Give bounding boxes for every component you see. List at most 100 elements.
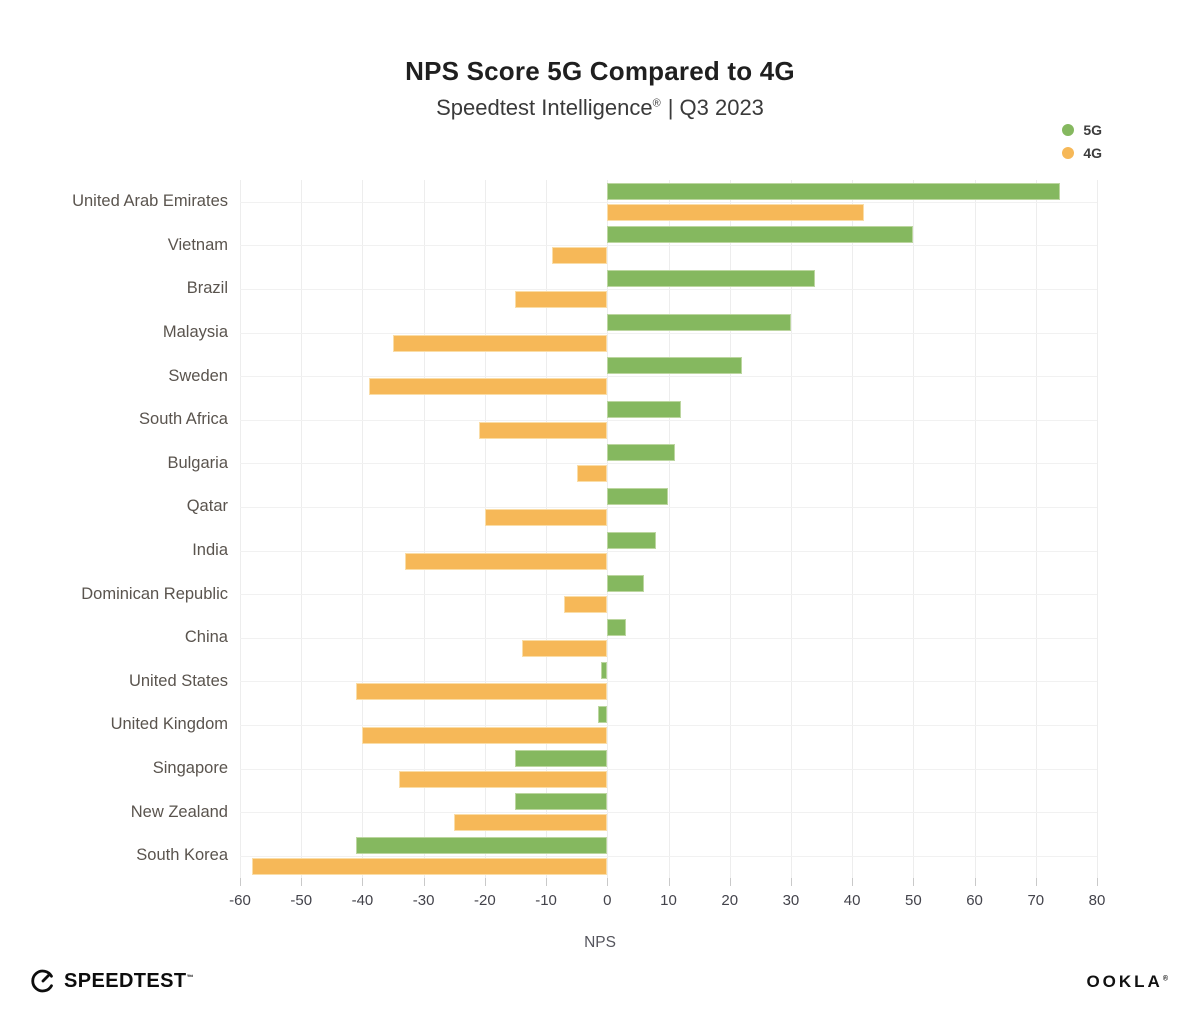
bar-4g [405,552,608,570]
ookla-logo: OOKLA® [1086,972,1168,992]
registered-mark: ® [652,97,661,110]
bar-row: South Korea [136,834,1097,878]
gridline [546,180,548,878]
bar-5g [515,793,608,811]
category-label: United Kingdom [110,715,228,734]
bar-row: Vietnam [168,224,1097,268]
tick-mark [668,878,670,886]
row-centerline [240,201,1097,203]
bar-4g [368,378,608,396]
tick-mark [362,878,364,886]
gridline [484,180,486,878]
speedtest-gauge-icon [31,969,53,993]
subtitle-period: | Q3 2023 [667,95,764,120]
ookla-wordmark: OOKLA® [1086,972,1168,991]
tick-label: -30 [412,892,435,909]
legend-label-5g: 5G [1083,122,1102,138]
bar-4g [478,421,608,439]
category-label: Sweden [168,366,228,385]
bar-4g [576,465,608,483]
legend: 5G 4G [1062,122,1102,161]
category-label: United Arab Emirates [72,192,228,211]
bar-5g [607,269,816,287]
row-centerline [240,288,1097,290]
gridline [790,180,792,878]
gridline [729,180,731,878]
tick-mark [852,878,854,886]
bar-row: Qatar [187,485,1097,529]
bar-5g [598,705,608,723]
tick-mark [1035,878,1037,886]
legend-dot-5g [1062,124,1075,136]
row-centerline [240,637,1097,639]
title-block: NPS Score 5G Compared to 4G Speedtest In… [0,56,1200,121]
tick-label: 30 [782,892,800,909]
gridline [974,180,976,878]
bar-row: New Zealand [131,790,1097,834]
bar-row: South Africa [139,398,1097,442]
bar-5g [607,182,1061,200]
gridline [913,180,915,878]
tick-label: 50 [905,892,922,909]
category-label: Singapore [152,759,228,778]
bar-4g [515,290,608,308]
bar-4g [454,814,608,832]
bar-row: Dominican Republic [81,572,1097,616]
row-centerline [240,812,1097,814]
row-centerline [240,419,1097,421]
tick-label: 10 [660,892,677,909]
tick-label: -50 [290,892,313,909]
tick-mark [240,878,241,886]
gridline [1097,180,1098,878]
tick-mark [913,878,915,886]
gridline [423,180,425,878]
gridline [1035,180,1037,878]
bar-row: Bulgaria [167,442,1097,486]
bar-5g [607,444,675,462]
bar-5g [607,313,791,331]
bar-5g [601,662,608,680]
tick-label: 70 [1027,892,1045,909]
gridline [607,180,609,878]
tick-label: -10 [535,892,557,909]
row-centerline [240,768,1097,770]
chart-subtitle: Speedtest Intelligence® | Q3 2023 [0,95,1200,121]
bar-4g [356,683,608,701]
row-centerline [240,245,1097,247]
speedtest-logo: SPEEDTEST™ [30,968,194,994]
category-label: India [192,541,228,560]
tick-mark [484,878,486,886]
bar-row: Malaysia [163,311,1097,355]
tick-mark [790,878,792,886]
category-label: Dominican Republic [81,584,228,603]
bar-5g [607,226,914,244]
tick-label: -60 [229,892,251,909]
bar-5g [356,836,608,854]
bar-5g [607,400,681,418]
tick-mark [301,878,303,886]
tick-label: 60 [966,892,983,909]
bar-row: United Kingdom [111,703,1097,747]
bar-5g [607,618,626,636]
bar-5g [607,487,669,505]
bar-row: Singapore [153,747,1097,791]
category-label: New Zealand [130,802,228,821]
category-label: Qatar [186,497,228,516]
bar-4g [607,203,865,221]
speedtest-trademark: ™ [186,973,194,981]
legend-item-4g: 4G [1062,145,1102,161]
row-centerline [240,376,1097,378]
tick-mark [423,878,425,886]
tick-label: -40 [351,892,374,909]
bar-4g [399,770,608,788]
row-centerline [240,463,1097,465]
gridline [362,180,364,878]
category-label: Vietnam [167,235,228,254]
row-centerline [240,550,1097,552]
ookla-registered: ® [1162,975,1168,983]
tick-mark [729,878,731,886]
bar-row: Brazil [187,267,1097,311]
row-centerline [240,681,1097,683]
category-label: Brazil [186,279,228,298]
